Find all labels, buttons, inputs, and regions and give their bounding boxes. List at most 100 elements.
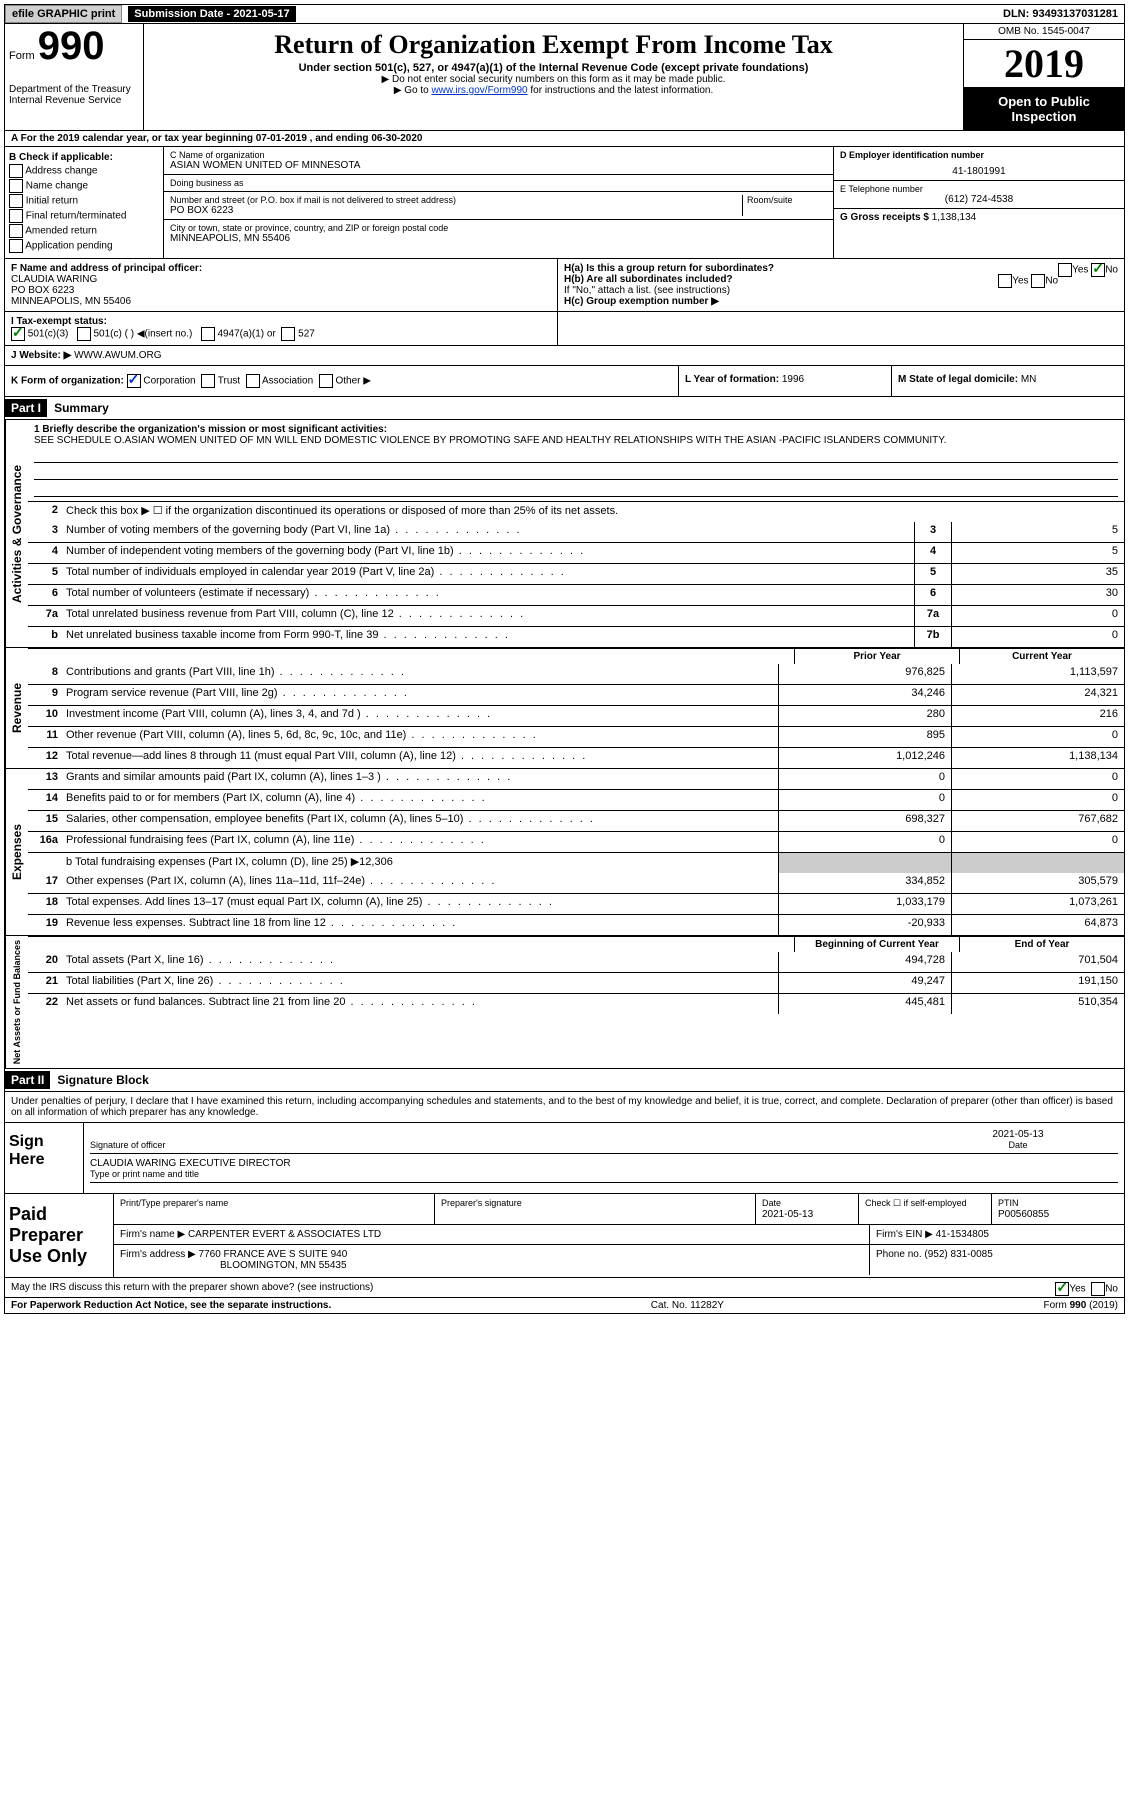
summary-line: 9Program service revenue (Part VIII, lin… [28, 684, 1124, 705]
firm-addr: 7760 FRANCE AVE S SUITE 940 [199, 1249, 348, 1260]
hb-no-checkbox[interactable] [1031, 274, 1045, 288]
col-b-item[interactable]: Address change [9, 164, 159, 178]
trust-checkbox[interactable] [201, 374, 215, 388]
501c-checkbox[interactable] [77, 327, 91, 341]
summary-line: 21Total liabilities (Part X, line 26)49,… [28, 972, 1124, 993]
website-value: WWW.AWUM.ORG [74, 350, 161, 361]
ha-yes-checkbox[interactable] [1058, 263, 1072, 277]
efile-print-button[interactable]: efile GRAPHIC print [5, 5, 122, 23]
ein-value: 41-1801991 [840, 166, 1118, 177]
hb-row: H(b) Are all subordinates included? Yes … [564, 274, 1118, 285]
part1-header: Part I [5, 399, 47, 417]
sign-here-label: Sign Here [5, 1123, 84, 1193]
officer-name: CLAUDIA WARING [11, 274, 551, 285]
part2-header: Part II [5, 1071, 50, 1089]
officer-addr1: PO BOX 6223 [11, 285, 551, 296]
other-checkbox[interactable] [319, 374, 333, 388]
officer-typed-name: CLAUDIA WARING EXECUTIVE DIRECTOR [90, 1158, 291, 1169]
org-name-label: C Name of organization [170, 150, 827, 160]
omb-number: OMB No. 1545-0047 [964, 24, 1124, 40]
form-label: Form [9, 50, 35, 62]
527-checkbox[interactable] [281, 327, 295, 341]
hb-yes-checkbox[interactable] [998, 274, 1012, 288]
summary-line: 18Total expenses. Add lines 13–17 (must … [28, 893, 1124, 914]
assoc-checkbox[interactable] [246, 374, 260, 388]
phone-value: (612) 724-4538 [840, 194, 1118, 205]
line16b: b Total fundraising expenses (Part IX, c… [62, 853, 778, 873]
summary-line: bNet unrelated business taxable income f… [28, 626, 1124, 647]
officer-addr2: MINNEAPOLIS, MN 55406 [11, 296, 551, 307]
firm-city: BLOOMINGTON, MN 55435 [120, 1260, 347, 1271]
section-bcd: B Check if applicable: Address change Na… [4, 147, 1125, 259]
col-b-item[interactable]: Amended return [9, 224, 159, 238]
summary-line: 15Salaries, other compensation, employee… [28, 810, 1124, 831]
signature-block: Under penalties of perjury, I declare th… [4, 1092, 1125, 1298]
subtitle-3: ▶ Go to www.irs.gov/Form990 for instruct… [148, 85, 959, 96]
line2-desc: Check this box ▶ ☐ if the organization d… [62, 502, 1124, 522]
sig-date: 2021-05-13 [992, 1129, 1043, 1140]
row-fh: F Name and address of principal officer:… [4, 259, 1125, 312]
col-b-item[interactable]: Name change [9, 179, 159, 193]
end-year-header: End of Year [959, 937, 1124, 952]
summary-line: 12Total revenue—add lines 8 through 11 (… [28, 747, 1124, 768]
4947-checkbox[interactable] [201, 327, 215, 341]
submission-date: Submission Date - 2021-05-17 [128, 6, 295, 22]
form-title: Return of Organization Exempt From Incom… [148, 30, 959, 60]
addr-value: PO BOX 6223 [170, 205, 742, 216]
summary-line: 19Revenue less expenses. Subtract line 1… [28, 914, 1124, 935]
phone-label: E Telephone number [840, 184, 1118, 194]
ptin-value: P00560855 [998, 1209, 1049, 1220]
prior-year-header: Prior Year [794, 649, 959, 664]
part1-body: Activities & Governance 1 Briefly descri… [4, 420, 1125, 1069]
row-tax-status: I Tax-exempt status: 501(c)(3) 501(c) ( … [4, 312, 1125, 346]
firm-ein: 41-1534805 [936, 1229, 989, 1240]
perjury-declaration: Under penalties of perjury, I declare th… [5, 1092, 1124, 1122]
discuss-no-checkbox[interactable] [1091, 1282, 1105, 1296]
summary-line: 11Other revenue (Part VIII, column (A), … [28, 726, 1124, 747]
hc-row: H(c) Group exemption number ▶ [564, 296, 1118, 307]
form-number: 990 [38, 24, 105, 68]
ha-no-checkbox[interactable] [1091, 263, 1105, 277]
date-label: Date [1008, 1140, 1027, 1150]
summary-line: 7aTotal unrelated business revenue from … [28, 605, 1124, 626]
row-a-tax-year: A For the 2019 calendar year, or tax yea… [4, 131, 1125, 147]
side-label-governance: Activities & Governance [5, 420, 28, 647]
col-b-item[interactable]: Initial return [9, 194, 159, 208]
dln: DLN: 93493137031281 [997, 6, 1124, 22]
irs-link[interactable]: www.irs.gov/Form990 [431, 85, 527, 96]
org-name: ASIAN WOMEN UNITED OF MINNESOTA [170, 160, 827, 171]
corp-checkbox[interactable] [127, 374, 141, 388]
current-year-header: Current Year [959, 649, 1124, 664]
gross-label: G Gross receipts $ [840, 212, 929, 223]
col-b-item[interactable]: Application pending [9, 239, 159, 253]
room-suite-label: Room/suite [742, 195, 827, 216]
self-employed-check[interactable]: Check ☐ if self-employed [859, 1194, 992, 1224]
side-label-revenue: Revenue [5, 648, 28, 768]
summary-line: 14Benefits paid to or for members (Part … [28, 789, 1124, 810]
footer: For Paperwork Reduction Act Notice, see … [4, 1298, 1125, 1314]
firm-phone: (952) 831-0085 [924, 1249, 992, 1260]
col-b-item[interactable]: Final return/terminated [9, 209, 159, 223]
addr-label: Number and street (or P.O. box if mail i… [170, 195, 742, 205]
header-center: Return of Organization Exempt From Incom… [144, 24, 963, 130]
mission-text: SEE SCHEDULE O.ASIAN WOMEN UNITED OF MN … [34, 435, 1118, 446]
type-name-label: Type or print name and title [90, 1169, 199, 1179]
part2-title: Signature Block [53, 1073, 148, 1087]
col-c-org-info: C Name of organization ASIAN WOMEN UNITE… [164, 147, 833, 258]
form-footer: Form 990 (2019) [1044, 1300, 1118, 1311]
side-label-netassets: Net Assets or Fund Balances [5, 936, 28, 1068]
dept-treasury: Department of the Treasury Internal Reve… [9, 84, 139, 106]
summary-line: 10Investment income (Part VIII, column (… [28, 705, 1124, 726]
city-value: MINNEAPOLIS, MN 55406 [170, 233, 827, 244]
tax-status-label: I Tax-exempt status: [11, 316, 107, 327]
form-header: Form 990 Department of the Treasury Inte… [4, 24, 1125, 131]
discuss-yes-checkbox[interactable] [1055, 1282, 1069, 1296]
501c3-checkbox[interactable] [11, 327, 25, 341]
summary-line: 20Total assets (Part X, line 16)494,7287… [28, 952, 1124, 972]
prep-sig-label: Preparer's signature [441, 1198, 522, 1208]
subtitle-2: ▶ Do not enter social security numbers o… [148, 74, 959, 85]
ha-row: H(a) Is this a group return for subordin… [564, 263, 1118, 274]
subtitle-1: Under section 501(c), 527, or 4947(a)(1)… [148, 62, 959, 74]
begin-year-header: Beginning of Current Year [794, 937, 959, 952]
summary-line: 13Grants and similar amounts paid (Part … [28, 769, 1124, 789]
